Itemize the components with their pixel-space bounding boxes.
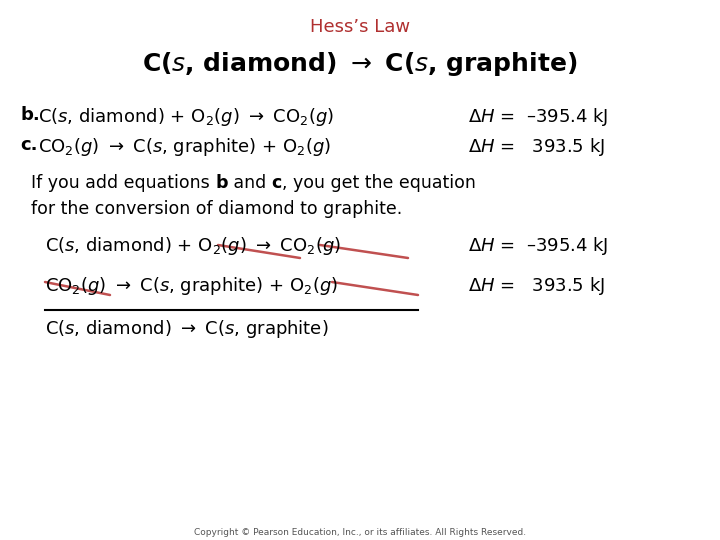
Text: for the conversion of diamond to graphite.: for the conversion of diamond to graphit… bbox=[20, 200, 402, 218]
Text: If you add equations: If you add equations bbox=[20, 174, 215, 192]
Text: CO$_2$($\it{g}$) $\rightarrow$ C($\it{s}$, graphite) + O$_2$($\it{g}$): CO$_2$($\it{g}$) $\rightarrow$ C($\it{s}… bbox=[45, 275, 338, 297]
Text: and: and bbox=[228, 174, 271, 192]
Text: $\Delta$$\it{H}$ =  –395.4 kJ: $\Delta$$\it{H}$ = –395.4 kJ bbox=[468, 106, 608, 128]
Text: C($\it{s}$, diamond) $\rightarrow$ C($\it{s}$, graphite): C($\it{s}$, diamond) $\rightarrow$ C($\i… bbox=[143, 50, 577, 78]
Text: b: b bbox=[215, 174, 228, 192]
Text: $\Delta$$\it{H}$ =  –395.4 kJ: $\Delta$$\it{H}$ = –395.4 kJ bbox=[468, 235, 608, 257]
Text: b.: b. bbox=[20, 106, 40, 124]
Text: c.: c. bbox=[20, 136, 37, 154]
Text: Copyright © Pearson Education, Inc., or its affiliates. All Rights Reserved.: Copyright © Pearson Education, Inc., or … bbox=[194, 528, 526, 537]
Text: C($\it{s}$, diamond) $\rightarrow$ C($\it{s}$, graphite): C($\it{s}$, diamond) $\rightarrow$ C($\i… bbox=[45, 318, 328, 340]
Text: $\Delta$$\it{H}$ =   393.5 kJ: $\Delta$$\it{H}$ = 393.5 kJ bbox=[468, 136, 605, 158]
Text: C($\it{s}$, diamond) + O$_2$($\it{g}$) $\rightarrow$ CO$_2$($\it{g}$): C($\it{s}$, diamond) + O$_2$($\it{g}$) $… bbox=[38, 106, 334, 128]
Text: C($\it{s}$, diamond) + O$_2$($\it{g}$) $\rightarrow$ CO$_2$($\it{g}$): C($\it{s}$, diamond) + O$_2$($\it{g}$) $… bbox=[45, 235, 341, 257]
Text: , you get the equation: , you get the equation bbox=[282, 174, 476, 192]
Text: Hess’s Law: Hess’s Law bbox=[310, 18, 410, 36]
Text: c: c bbox=[271, 174, 282, 192]
Text: CO$_2$($\it{g}$) $\rightarrow$ C($\it{s}$, graphite) + O$_2$($\it{g}$): CO$_2$($\it{g}$) $\rightarrow$ C($\it{s}… bbox=[38, 136, 331, 158]
Text: $\Delta$$\it{H}$ =   393.5 kJ: $\Delta$$\it{H}$ = 393.5 kJ bbox=[468, 275, 605, 297]
